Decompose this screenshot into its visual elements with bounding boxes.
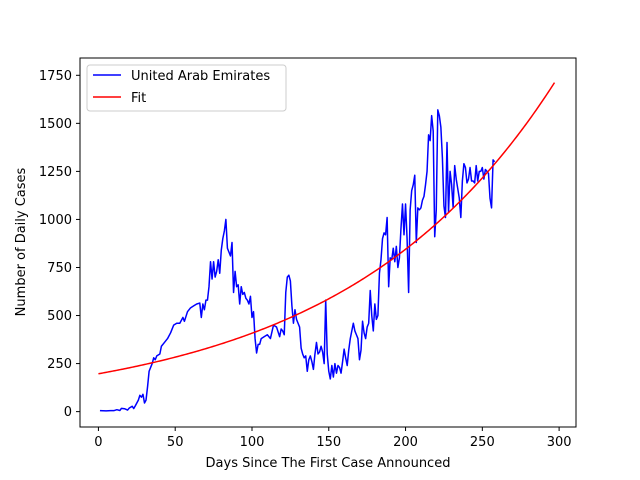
legend: United Arab Emirates Fit bbox=[86, 64, 287, 112]
series-line-fit bbox=[98, 82, 556, 375]
y-tick-label: 250 bbox=[47, 357, 72, 372]
x-tick-label: 0 bbox=[94, 435, 102, 450]
y-tick-label: 500 bbox=[47, 309, 72, 324]
y-tick-label: 0 bbox=[64, 405, 72, 420]
y-axis-title: Number of Daily Cases bbox=[14, 167, 29, 316]
series-line-daily-cases bbox=[99, 109, 496, 412]
legend-box bbox=[86, 64, 287, 112]
plot-area bbox=[98, 82, 556, 412]
axes-frame bbox=[79, 57, 577, 428]
legend-label-series-1: United Arab Emirates bbox=[131, 69, 270, 84]
y-tick-label: 1750 bbox=[39, 69, 72, 84]
legend-label-series-2: Fit bbox=[131, 91, 146, 106]
x-tick-label: 150 bbox=[316, 435, 341, 450]
y-tick-label: 750 bbox=[47, 261, 72, 276]
x-axis: 0 50 100 150 200 250 300 bbox=[94, 427, 572, 450]
x-tick-label: 300 bbox=[547, 435, 572, 450]
x-tick-label: 250 bbox=[470, 435, 495, 450]
x-tick-label: 200 bbox=[393, 435, 418, 450]
x-axis-title: Days Since The First Case Announced bbox=[206, 456, 451, 471]
y-tick-label: 1500 bbox=[39, 117, 72, 132]
x-tick-label: 50 bbox=[167, 435, 184, 450]
y-tick-label: 1000 bbox=[39, 213, 72, 228]
y-axis: 0 250 500 750 1000 1250 1500 1750 bbox=[39, 69, 80, 420]
x-tick-label: 100 bbox=[240, 435, 265, 450]
y-tick-label: 1250 bbox=[39, 165, 72, 180]
